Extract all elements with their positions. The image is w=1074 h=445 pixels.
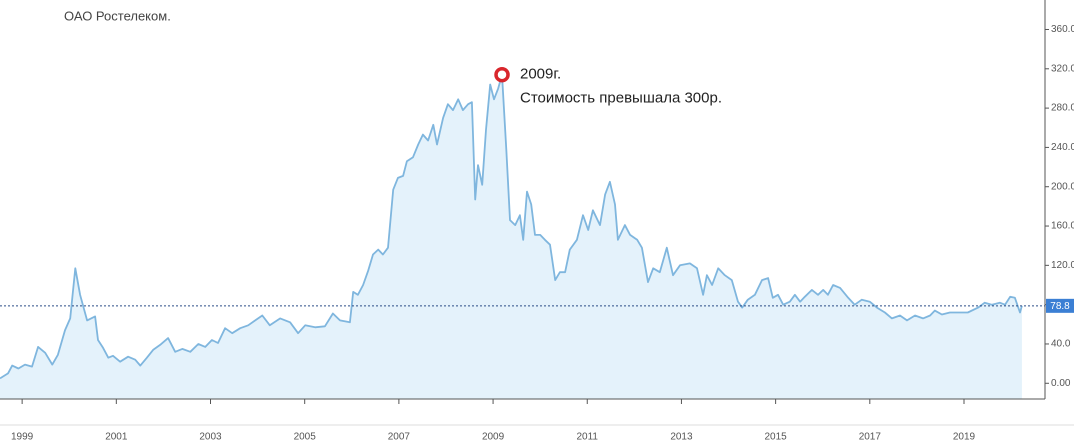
x-tick-label: 2003: [199, 432, 222, 443]
y-tick-label: 320.0: [1051, 63, 1074, 74]
x-tick-label: 2001: [105, 432, 128, 443]
line: [0, 73, 1023, 380]
x-tick-label: 2009: [482, 432, 505, 443]
y-tick-label: 0.00: [1051, 378, 1071, 389]
y-tick-label: 240.0: [1051, 142, 1074, 153]
x-tick-label: 2017: [859, 432, 882, 443]
y-tick-label: 280.0: [1051, 103, 1074, 114]
x-tick-label: 2007: [388, 432, 411, 443]
y-tick-label: 120.0: [1051, 260, 1074, 271]
y-tick-label: 360.0: [1051, 24, 1074, 35]
x-tick-label: 2019: [953, 432, 976, 443]
annotation-text: Стоимость превышала 300р.: [520, 90, 722, 107]
annotation-marker: [494, 66, 510, 83]
current-price-box: [1046, 298, 1074, 313]
y-tick-label: 160.0: [1051, 221, 1074, 232]
x-tick-label: 2011: [576, 432, 598, 443]
current-price-label: 78.8: [1050, 301, 1070, 312]
chart-title: ОАО Ростелеком.: [64, 8, 171, 23]
x-tick-label: 2013: [670, 432, 693, 443]
x-tick-label: 2005: [294, 432, 317, 443]
area-fill: [0, 74, 1022, 399]
y-tick-label: 200.0: [1051, 181, 1074, 192]
x-tick-label: 1999: [11, 432, 34, 443]
x-tick-label: 2015: [765, 432, 788, 443]
y-tick-label: 40.0: [1051, 339, 1071, 350]
annotation-text: 2009г.: [520, 66, 561, 83]
